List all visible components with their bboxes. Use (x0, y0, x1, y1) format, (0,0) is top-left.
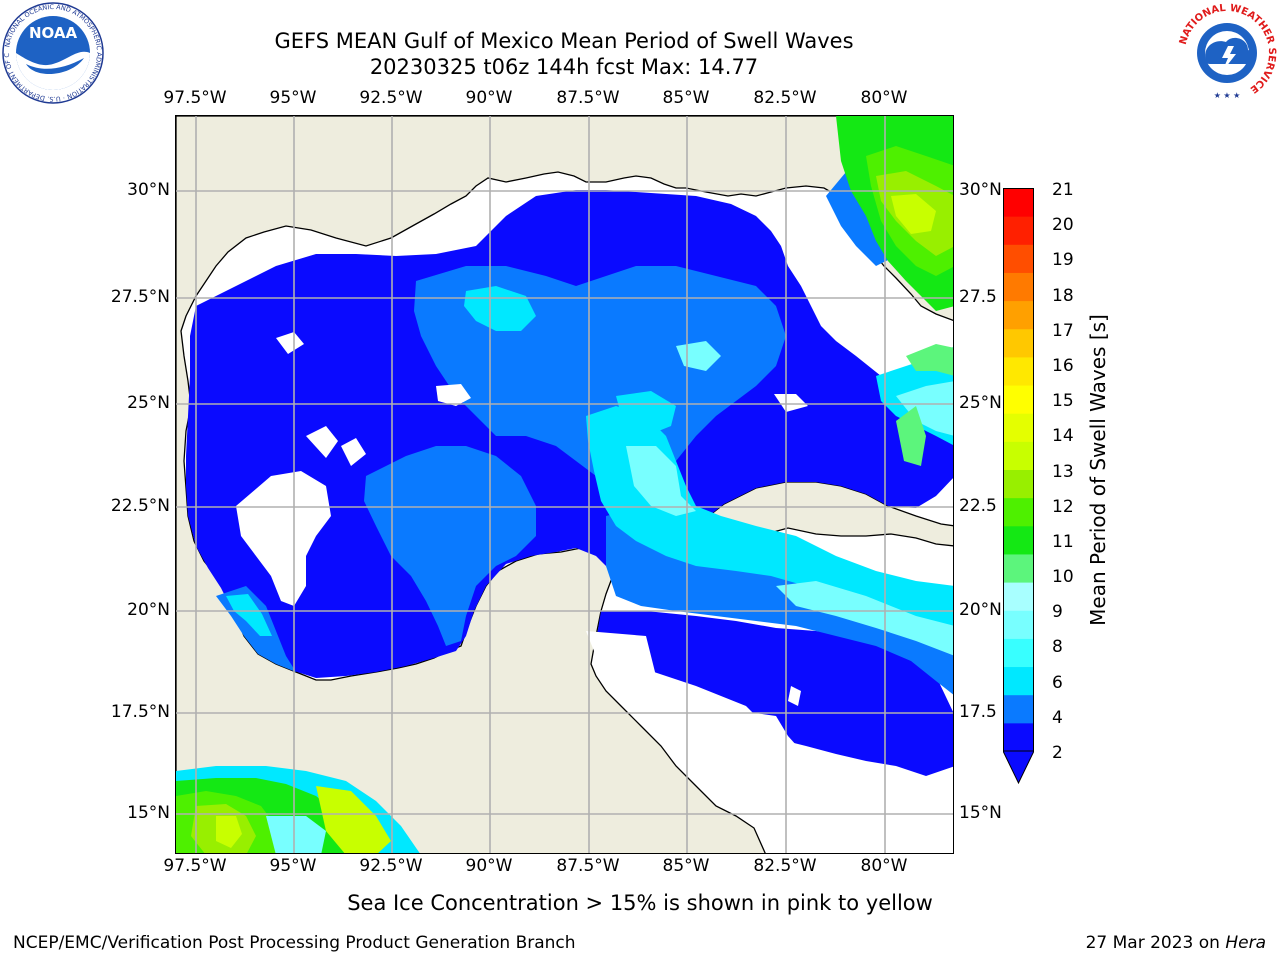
noaa-logo: NATIONAL OCEANIC AND ATMOSPHERIC ADMINIS… (2, 2, 104, 104)
colorbar-cell (1003, 694, 1034, 724)
colorbar-cell (1003, 582, 1034, 611)
lon-label-top: 95°W (269, 88, 317, 108)
colorbar-cell (1003, 610, 1034, 639)
colorbar-cell (1003, 188, 1034, 217)
colorbar-cell (1003, 638, 1034, 668)
lat-label-left: 30°N (127, 180, 170, 200)
lat-label-right: 30°N (959, 180, 1002, 200)
colorbar-extend-arrow (1003, 750, 1034, 785)
lat-label-left: 22.5°N (110, 496, 170, 516)
lon-label-bottom: 92.5°W (359, 856, 423, 876)
lat-label-right: 27.5 (959, 287, 997, 307)
colorbar-tick-label: 6 (1052, 672, 1063, 693)
chart-subtitle: 20230325 t06z 144h fcst Max: 14.77 (369, 55, 759, 79)
lat-label-left: 15°N (127, 803, 170, 823)
lon-label-bottom: 87.5°W (556, 856, 620, 876)
colorbar-tick-label: 15 (1052, 391, 1074, 412)
colorbar-cell (1003, 469, 1034, 499)
lat-label-left: 25°N (127, 393, 170, 413)
colorbar-tick-label: 21 (1052, 180, 1074, 200)
footer-credit: NCEP/EMC/Verification Post Processing Pr… (13, 933, 576, 953)
colorbar-tick-label: 13 (1052, 461, 1074, 482)
noaa-wordmark: NOAA (29, 24, 78, 42)
colorbar (1003, 188, 1034, 785)
footer-host: Hera (1225, 933, 1266, 953)
colorbar-cell (1003, 300, 1034, 330)
lon-label-bottom: 85°W (662, 856, 710, 876)
lon-label-bottom: 95°W (269, 856, 317, 876)
lon-label-top: 90°W (465, 88, 513, 108)
footer-date-text: 27 Mar 2023 on (1085, 933, 1226, 953)
swell-period-map (176, 116, 953, 853)
lon-label-bottom: 80°W (860, 856, 908, 876)
colorbar-tick-label: 12 (1052, 496, 1074, 517)
nws-logo: NATIONAL WEATHER SERVICE ★ ★ ★ (1177, 3, 1277, 103)
lat-label-left: 27.5°N (110, 287, 170, 307)
lat-label-right: 15°N (959, 803, 1002, 823)
lon-label-top: 92.5°W (359, 88, 423, 108)
lon-label-top: 97.5°W (163, 88, 227, 108)
sea-ice-note: Sea Ice Concentration > 15% is shown in … (347, 891, 933, 915)
colorbar-cell (1003, 525, 1034, 555)
lon-label-top: 85°W (662, 88, 710, 108)
colorbar-tick-label: 8 (1052, 637, 1063, 658)
colorbar-cell (1003, 497, 1034, 527)
colorbar-cell (1003, 413, 1034, 442)
footer-date: 27 Mar 2023 on Hera (1086, 933, 1266, 953)
chart-title: GEFS MEAN Gulf of Mexico Mean Period of … (274, 29, 854, 53)
colorbar-tick-label: 4 (1052, 707, 1063, 728)
graticule (176, 116, 953, 853)
colorbar-tick-label: 18 (1052, 285, 1074, 306)
colorbar-cell (1003, 244, 1034, 273)
colorbar-cell (1003, 553, 1034, 583)
colorbar-tick-label: 20 (1052, 215, 1074, 236)
colorbar-label: Mean Period of Swell Waves [s] (1086, 314, 1110, 626)
map-panel (175, 115, 954, 854)
colorbar-tick-label: 9 (1052, 602, 1063, 623)
colorbar-tick-label: 19 (1052, 250, 1074, 271)
lat-label-left: 17.5°N (110, 702, 170, 722)
lon-label-top: 82.5°W (753, 88, 817, 108)
colorbar-cell (1003, 272, 1034, 302)
colorbar-tick-label: 16 (1052, 355, 1074, 376)
colorbar-cell (1003, 216, 1034, 245)
colorbar-cell (1003, 385, 1034, 414)
lat-label-right: 22.5 (959, 496, 997, 516)
lat-label-right: 25°N (959, 393, 1002, 413)
lat-label-right: 17.5 (959, 702, 997, 722)
colorbar-cell (1003, 666, 1034, 696)
colorbar-cell (1003, 328, 1034, 358)
lon-label-top: 87.5°W (556, 88, 620, 108)
colorbar-tick-label: 10 (1052, 567, 1074, 588)
colorbar-tick-label: 11 (1052, 531, 1074, 552)
colorbar-tick-label: 14 (1052, 426, 1074, 447)
colorbar-cell (1003, 356, 1034, 386)
lat-label-right: 20°N (959, 600, 1002, 620)
lon-label-top: 80°W (860, 88, 908, 108)
colorbar-tick-label: 2 (1052, 743, 1063, 763)
lon-label-bottom: 97.5°W (163, 856, 227, 876)
colorbar-cell (1003, 722, 1034, 752)
lon-label-bottom: 82.5°W (753, 856, 817, 876)
colorbar-tick-label: 17 (1052, 320, 1074, 341)
colorbar-cell (1003, 441, 1034, 470)
svg-text:★ ★ ★: ★ ★ ★ (1214, 91, 1241, 100)
lon-label-bottom: 90°W (465, 856, 513, 876)
no-data-regions (236, 332, 808, 766)
lat-label-left: 20°N (127, 600, 170, 620)
